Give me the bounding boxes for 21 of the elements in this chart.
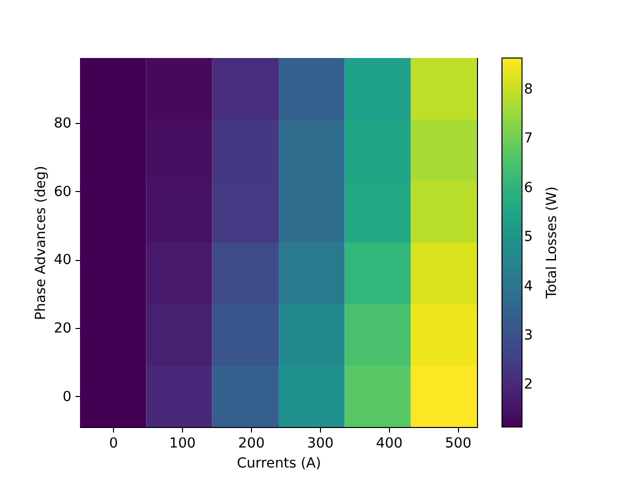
color-bar-label: 8 [524,81,533,98]
x-tick-label: 400 [376,436,403,452]
y-tick-label: 60 [54,184,72,200]
x-tick-label: 100 [169,436,196,452]
y-tick-label: 20 [54,320,72,336]
y-tick-label: 40 [54,252,72,268]
x-tick-label: 200 [238,436,265,452]
color-bar-label: 5 [524,229,533,246]
color-bar-label: 3 [524,327,533,344]
color-bar-label: 4 [524,278,533,294]
color-bar-title: Total Losses (W) [544,186,560,300]
x-tick-label: 0 [109,436,118,452]
x-tick-label: 300 [307,436,334,452]
color-bar-label: 6 [524,180,533,196]
color-bar-label: 2 [524,376,533,393]
y-tick-label: 80 [54,115,72,132]
color-bar-label: 7 [524,130,533,147]
y-axis-title: Phase Advances (deg) [32,166,49,320]
y-tick-label: 0 [62,388,72,405]
x-tick-label: 500 [444,436,472,452]
x-axis-title: Currents (A) [236,455,322,472]
